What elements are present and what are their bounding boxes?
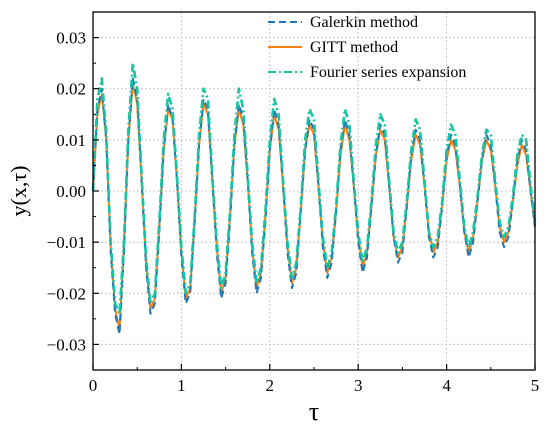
legend-label: Galerkin method <box>310 14 418 31</box>
series-line-fourier-series-expansion <box>91 61 537 316</box>
axis-ticks: 0 1 2 3 4 5 0.03 0.02 0.01 0.00 −0.01 −0.02 −0.03 <box>47 11 540 395</box>
x-tick-label: 0 <box>89 376 98 395</box>
legend-label: GITT method <box>310 39 398 56</box>
y-axis-label: y(x,τ) <box>6 166 31 217</box>
y-tick-label: −0.02 <box>47 284 86 303</box>
x-tick-label: 2 <box>266 376 275 395</box>
x-tick-label: 1 <box>177 376 186 395</box>
y-tick-label: 0.00 <box>56 182 86 201</box>
series-lines <box>91 61 537 336</box>
y-tick-label: −0.03 <box>47 335 86 354</box>
y-tick-label: −0.01 <box>47 233 86 252</box>
legend: Galerkin method GITT method Fourier series… <box>268 14 466 81</box>
y-tick-label: 0.03 <box>56 29 86 48</box>
x-tick-label: 5 <box>531 376 540 395</box>
y-tick-label: 0.02 <box>56 80 86 99</box>
y-tick-label: 0.01 <box>56 131 86 150</box>
x-tick-label: 3 <box>354 376 363 395</box>
legend-label: Fourier series expansion <box>310 64 466 81</box>
x-tick-label: 4 <box>442 376 451 395</box>
x-axis-label: τ <box>309 397 319 426</box>
